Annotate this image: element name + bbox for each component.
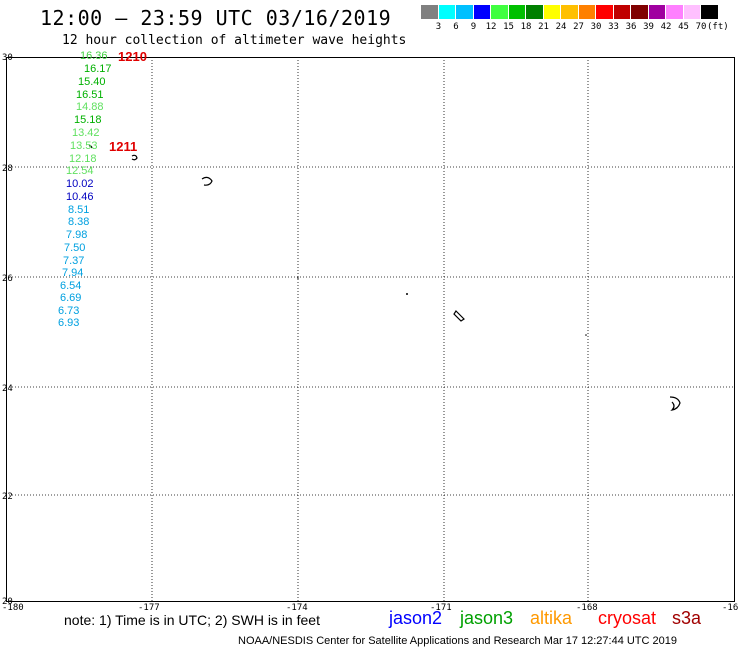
longitude-label: -177 (138, 603, 160, 613)
wave-height-value: 8.38 (68, 216, 90, 228)
colorbar-label: 9 (470, 22, 477, 32)
island-outline (88, 145, 93, 149)
colorbar-label: 21 (538, 22, 549, 32)
island-outline (453, 310, 465, 322)
wave-height-value: 16.17 (84, 63, 112, 75)
wave-height-value: 6.73 (58, 305, 80, 317)
wave-height-value: 7.50 (64, 242, 86, 254)
colorbar-swatch (526, 5, 544, 19)
satellite-legend-item: altika (530, 608, 573, 628)
latitude-label: 30 (2, 53, 13, 63)
latitude-label: 28 (2, 164, 13, 174)
colorbar-label: 6 (453, 22, 459, 32)
longitude-label: -168 (576, 603, 598, 613)
latitude-label: 26 (2, 274, 13, 284)
wave-height-value: 7.94 (62, 267, 84, 279)
satellite-legend-item: jason2 (389, 608, 443, 628)
wave-height-value: 12.18 (69, 153, 97, 165)
colorbar-swatch (666, 5, 684, 19)
chart-subtitle: 12 hour collection of altimeter wave hei… (62, 33, 407, 48)
wave-height-value: 7.37 (63, 255, 85, 267)
colorbar-swatch (421, 5, 439, 19)
colorbar-swatch (508, 5, 526, 19)
colorbar-label: 39 (643, 22, 654, 32)
longitude-label: -171 (430, 603, 452, 613)
island-dot (406, 293, 408, 295)
wave-height-value: 16.36 (80, 50, 108, 62)
wave-height-value: 16.51 (76, 89, 104, 101)
colorbar-label: 24 (555, 22, 567, 32)
island-outline (131, 154, 138, 161)
longitude-label: -180 (2, 603, 24, 613)
colorbar-swatch (491, 5, 509, 19)
wave-height-value: 8.51 (68, 204, 90, 216)
latitude-label: 24 (2, 384, 13, 394)
island-dot (585, 334, 587, 336)
colorbar-label: 33 (608, 22, 619, 32)
credit-line: NOAA/NESDIS Center for Satellite Applica… (238, 635, 678, 647)
wave-height-value: 15.18 (74, 114, 102, 126)
colorbar-label: 12 (485, 22, 497, 32)
pass-label: 1211 (109, 139, 138, 154)
satellite-legend-item: s3a (672, 608, 702, 628)
colorbar-swatch (578, 5, 596, 19)
colorbar-swatch (683, 5, 701, 19)
island-outline (201, 176, 213, 186)
colorbar-swatch (438, 5, 456, 19)
longitude-label: -16 (722, 603, 739, 613)
colorbar-swatch (456, 5, 474, 19)
colorbar-swatch (648, 5, 666, 19)
latitude-label: 22 (2, 492, 13, 502)
colorbar-swatch (473, 5, 491, 19)
wave-height-value: 10.02 (66, 178, 94, 190)
colorbar-swatch (543, 5, 561, 19)
wave-height-value: 14.88 (76, 101, 104, 113)
colorbar-swatch (631, 5, 649, 19)
map-frame (6, 57, 735, 602)
colorbar-swatch (596, 5, 614, 19)
wave-height-value: 10.46 (66, 191, 94, 203)
colorbar-label: 36 (625, 22, 637, 32)
colorbar-label: 27 (573, 22, 584, 32)
colorbar-label: 30 (590, 22, 602, 32)
wave-height-value: 15.40 (78, 76, 106, 88)
colorbar-label: 70 (695, 22, 707, 32)
wave-height-value: 6.54 (60, 280, 82, 292)
colorbar-swatch (613, 5, 631, 19)
colorbar-swatch (561, 5, 579, 19)
satellite-legend-item: cryosat (598, 608, 657, 628)
island-outline (669, 396, 681, 411)
wave-height-value: 13.53 (70, 140, 98, 152)
colorbar-label: 3 (435, 22, 442, 32)
wave-height-value: 6.69 (60, 292, 82, 304)
satellite-legend-item: jason3 (460, 608, 514, 628)
pass-label: 1210 (118, 49, 147, 64)
colorbar-label: 18 (520, 22, 532, 32)
wave-height-value: 13.42 (72, 127, 100, 139)
colorbar-label: 42 (660, 22, 672, 32)
colorbar-label: (ft) (707, 22, 729, 32)
colorbar-label: 45 (678, 22, 689, 32)
wave-height-value: 12.54 (66, 165, 94, 177)
chart-title: 12:00 – 23:59 UTC 03/16/2019 (40, 6, 392, 30)
longitude-label: -174 (286, 603, 308, 613)
latitude-label: 20 (2, 597, 13, 607)
island-dot (297, 277, 299, 279)
wave-height-value: 6.93 (58, 317, 80, 329)
colorbar-label: 15 (503, 22, 514, 32)
footer-note: note: 1) Time is in UTC; 2) SWH is in fe… (64, 612, 320, 628)
colorbar-swatch (701, 5, 719, 19)
wave-height-value: 7.98 (66, 229, 88, 241)
